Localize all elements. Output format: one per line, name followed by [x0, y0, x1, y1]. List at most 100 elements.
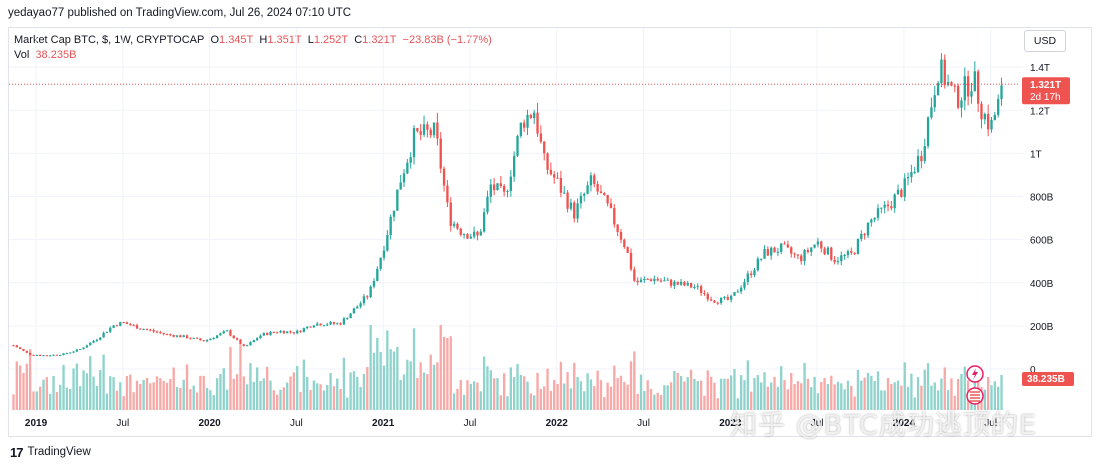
volume-bar — [903, 362, 906, 410]
candle-body — [309, 326, 312, 328]
volume-bar — [606, 382, 609, 410]
y-tick-label: 1.2T — [1030, 106, 1050, 117]
volume-bar — [806, 378, 810, 410]
candle-body — [249, 342, 252, 346]
candle-body — [185, 335, 189, 339]
candles — [12, 53, 1003, 357]
candle-body — [242, 344, 245, 347]
candle-body — [986, 114, 990, 130]
candle-body — [936, 83, 940, 96]
pane-icons[interactable] — [966, 365, 984, 405]
candle-body — [760, 258, 763, 260]
volume-bar — [940, 378, 943, 410]
volume-bar — [986, 377, 990, 410]
candle-body — [162, 332, 165, 335]
volume-bar — [990, 385, 993, 410]
candle-body — [713, 300, 716, 303]
volume-bar — [109, 376, 112, 410]
volume-bar — [913, 397, 916, 410]
candle-body — [663, 280, 666, 282]
candle-body — [412, 128, 416, 158]
candle-body — [729, 295, 733, 300]
currency-button[interactable]: USD — [1024, 30, 1066, 52]
candle-body — [629, 252, 633, 270]
volume-bar — [49, 393, 52, 410]
candle-body — [643, 278, 646, 280]
volume-bar — [783, 380, 786, 410]
candle-body — [159, 332, 162, 334]
volume-bar — [556, 383, 559, 410]
candle-body — [252, 340, 255, 343]
volume-bar — [292, 372, 296, 410]
volume-bar — [175, 387, 179, 410]
volume-bar — [993, 381, 997, 410]
volume-bar — [419, 362, 422, 410]
volume-bar — [800, 383, 803, 410]
volume-bar — [793, 384, 796, 410]
y-tick-label: 400B — [1030, 279, 1054, 290]
volume-bar — [115, 390, 119, 410]
flag-glyph — [970, 391, 980, 402]
candle-body — [646, 278, 649, 280]
volume-bar — [803, 362, 806, 410]
candle-body — [960, 100, 963, 108]
volume-bar — [856, 369, 860, 410]
candle-body — [956, 85, 960, 108]
footer-brand[interactable]: TradingView — [27, 446, 91, 458]
volume-bar — [212, 395, 215, 410]
candle-body — [896, 189, 900, 195]
volume-bar — [102, 354, 105, 410]
candle-body — [189, 338, 192, 340]
volume-bar — [636, 393, 639, 410]
candle-body — [115, 325, 119, 327]
volume-bar — [886, 378, 890, 410]
volume-bar — [42, 379, 45, 410]
volume-bar — [269, 380, 272, 410]
candle-body — [342, 318, 346, 325]
volume-bar — [626, 384, 629, 410]
volume-bar — [112, 377, 115, 410]
volume-bar — [482, 356, 486, 410]
volume-bar — [372, 352, 376, 410]
candle-body — [352, 308, 356, 314]
volume-bar — [209, 390, 212, 410]
volume-bar — [139, 383, 142, 410]
volume-bar — [619, 375, 623, 410]
candle-body — [766, 249, 770, 256]
volume-bar — [389, 349, 392, 410]
candle-body — [566, 192, 569, 209]
candle-body — [753, 270, 756, 276]
volume-bar — [876, 371, 880, 410]
candle-body — [192, 337, 195, 339]
volume-bar — [866, 372, 870, 410]
candle-body — [442, 168, 446, 186]
volume-bar — [202, 375, 205, 410]
candle-body — [696, 286, 699, 288]
candle-body — [129, 324, 132, 326]
volume-bar — [332, 386, 336, 410]
candle-body — [119, 322, 122, 326]
candle-body — [633, 269, 636, 281]
candle-body — [472, 231, 476, 237]
volume-bar — [930, 385, 933, 410]
volume-bar — [553, 379, 556, 410]
candle-body — [823, 248, 826, 255]
tradingview-logo-icon[interactable]: 17 — [10, 444, 24, 460]
candle-body — [75, 349, 79, 352]
volume-bar — [873, 380, 876, 410]
candle-body — [262, 332, 265, 336]
candle-body — [195, 337, 199, 339]
candle-body — [49, 355, 52, 357]
price-chart[interactable]: 1.4T 1.2T 1T 800B 600B 400B 200B 0 2019 Jul 2020 J… — [0, 0, 1100, 440]
volume-bar — [286, 382, 289, 410]
candle-body — [933, 95, 936, 108]
candle-body — [890, 206, 893, 209]
volume-bar — [649, 389, 653, 410]
volume-bar — [519, 374, 523, 410]
lightning-glyph — [972, 368, 978, 380]
volume-bar — [436, 362, 439, 410]
candle-body — [813, 244, 816, 248]
volume-bar — [439, 325, 442, 410]
volume-bar — [823, 378, 826, 410]
volume-bar — [379, 352, 382, 410]
